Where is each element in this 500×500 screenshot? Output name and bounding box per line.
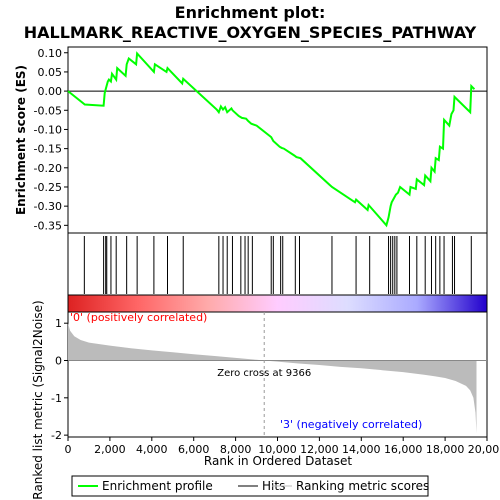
x-tick-label: 8,000 (220, 443, 252, 456)
x-tick-label: 2,000 (94, 443, 126, 456)
zero-cross-label: Zero cross at 9366 (217, 368, 311, 379)
ranking-y-ticks: 1 0 -1 -2 (51, 317, 68, 442)
ranking-y-tick-label: -2 (51, 429, 62, 442)
es-y-tick-label: 0.00 (38, 85, 63, 98)
x-tick-label: 4,000 (136, 443, 168, 456)
es-panel: 0.10 0.05 0.00 -0.05 -0.10 -0.15 -0.20 -0.25 -0.… (14, 46, 488, 234)
positive-correlation-label: '0' (positively correlated) (70, 311, 207, 324)
legend-label-ranking: Ranking metric scores (296, 479, 429, 493)
x-tick-label: 16,000 (384, 443, 423, 456)
x-tick-label: 0 (65, 443, 72, 456)
hits-panel-frame (67, 232, 488, 296)
es-y-ticks: 0.10 0.05 0.00 -0.05 -0.10 -0.15 -0.20 -0.25 -0.… (34, 47, 68, 232)
chart-title-line2: HALLMARK_REACTIVE_OXYGEN_SPECIES_PATHWAY (24, 23, 477, 42)
es-y-tick-label: 0.05 (38, 66, 63, 79)
ranking-panel: 1 0 -1 -2 '0' (positively correlated) '3' (… (31, 300, 488, 500)
es-y-tick-label: -0.35 (34, 219, 62, 232)
es-y-tick-label: -0.25 (34, 181, 62, 194)
enrichment-profile-line (67, 51, 476, 228)
ranking-gradient-bar (67, 294, 488, 313)
hits-lines (83, 236, 472, 294)
es-y-tick-label: 0.10 (38, 47, 63, 60)
x-tick-label: 12,000 (300, 443, 339, 456)
es-y-tick-label: -0.20 (34, 162, 62, 175)
x-tick-label: 18,000 (426, 443, 465, 456)
es-y-tick-label: -0.15 (34, 143, 62, 156)
ranking-y-tick-label: 1 (55, 317, 62, 330)
hits-panel (67, 232, 488, 296)
legend-label-enrichment: Enrichment profile (102, 479, 213, 493)
x-tick-label: 6,000 (178, 443, 210, 456)
es-y-tick-label: -0.30 (34, 200, 62, 213)
x-axis-label: Rank in Ordered Dataset (204, 454, 352, 468)
es-y-tick-label: -0.10 (34, 123, 62, 136)
x-tick-label: 14,000 (342, 443, 381, 456)
ranking-y-axis-label: Ranked list metric (Signal2Noise) (31, 300, 45, 499)
es-panel-frame (67, 46, 488, 234)
x-tick-label: 20,000 (468, 443, 500, 456)
ranking-y-tick-label: 0 (55, 355, 62, 368)
gradient-bar-rect (67, 294, 488, 313)
ranking-y-tick-label: -1 (51, 392, 62, 405)
es-y-axis-label: Enrichment score (ES) (14, 65, 28, 215)
es-y-tick-label: -0.05 (34, 104, 62, 117)
x-tick-label: 10,000 (258, 443, 297, 456)
legend: Enrichment profile Hits Ranking metric s… (71, 475, 429, 497)
x-axis-ticks: 0 2,000 4,000 6,000 8,000 10,000 12,000 14,000 1… (65, 437, 500, 456)
ranking-panel-frame (67, 311, 488, 438)
chart-title-line1: Enrichment plot: (175, 3, 326, 22)
negative-correlation-label: '3' (negatively correlated) (280, 418, 422, 431)
